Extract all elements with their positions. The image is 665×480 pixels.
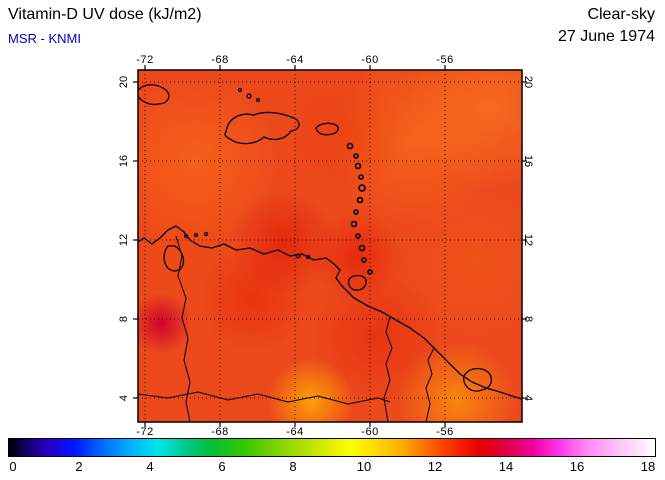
coast-puerto-rico (315, 122, 339, 136)
date-label: 27 June 1974 (558, 28, 655, 45)
uv-dose-heatmap (138, 70, 522, 422)
map-panel: -72 -68 -64 -60 -56 -72 -68 -64 -60 -56 … (118, 54, 534, 438)
lon-tick-label: -56 (436, 426, 454, 438)
lat-tick-label: 12 (118, 233, 130, 247)
lon-tick-label: -64 (286, 426, 304, 438)
country-borders (137, 235, 435, 423)
lat-tick-label: 8 (522, 315, 534, 323)
lon-tick-label: -68 (211, 426, 229, 438)
coastlines (137, 84, 523, 400)
colorbar-tick-label: 18 (640, 459, 656, 474)
lon-tick-label: -68 (211, 54, 229, 66)
colorbar-tick-label: 2 (75, 459, 83, 474)
lon-tick-label: -72 (136, 54, 154, 66)
coast-guyana-feature (463, 367, 493, 392)
coast-topleft-island (137, 84, 170, 106)
coast-hispaniola (224, 111, 300, 145)
colorbar-tick-label: 10 (356, 459, 372, 474)
colorbar-tick-label: 16 (569, 459, 585, 474)
colorbar-tick-label: 14 (498, 459, 514, 474)
lon-tick-label: -60 (361, 54, 379, 66)
colorbar-tick-label: 0 (9, 459, 17, 474)
lat-tick-label: 4 (522, 394, 534, 402)
colorbar-tick-label: 6 (218, 459, 226, 474)
lat-tick-label: 8 (118, 315, 130, 323)
condition-label: Clear-sky (587, 6, 655, 23)
source-label: MSR - KNMI (8, 31, 81, 46)
colorbar-tick-label: 12 (427, 459, 443, 474)
lon-tick-label: -56 (436, 54, 454, 66)
coast-lesser-antilles (346, 142, 373, 275)
map-overlay (133, 65, 527, 427)
lat-tick-label: 12 (522, 233, 534, 247)
lat-tick-label: 4 (118, 394, 130, 402)
colorbar: 0 2 4 6 8 10 12 14 16 18 (8, 438, 656, 478)
lat-tick-label: 20 (522, 75, 534, 89)
lon-tick-label: -60 (361, 426, 379, 438)
coast-south-america (137, 225, 523, 400)
lon-tick-label: -72 (136, 426, 154, 438)
lon-tick-label: -64 (286, 54, 304, 66)
lat-tick-label: 16 (522, 154, 534, 168)
map-frame (137, 69, 523, 423)
coast-trinidad (348, 274, 367, 291)
colorbar-tick-label: 4 (146, 459, 154, 474)
tick-marks (133, 65, 527, 427)
page-title: Vitamin-D UV dose (kJ/m2) (8, 6, 202, 23)
colorbar-tick-label: 8 (289, 459, 297, 474)
colorbar-gradient (8, 438, 656, 457)
lat-tick-label: 16 (118, 154, 130, 168)
lat-tick-label: 20 (118, 75, 130, 89)
